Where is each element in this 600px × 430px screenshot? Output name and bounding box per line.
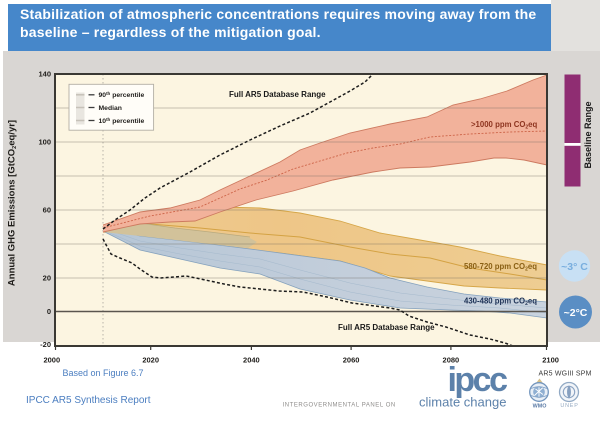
svg-text:430-480 ppm CO2eq: 430-480 ppm CO2eq (464, 297, 537, 308)
svg-text:IPCC AR5 Synthesis Report: IPCC AR5 Synthesis Report (26, 395, 151, 406)
svg-text:20: 20 (43, 274, 51, 283)
svg-text:climate change: climate change (419, 395, 506, 410)
svg-text:2000: 2000 (43, 356, 60, 365)
svg-text:2100: 2100 (542, 356, 559, 365)
svg-text:INTERGOVERNMENTAL PANEL ON: INTERGOVERNMENTAL PANEL ON (283, 403, 396, 409)
svg-text:Baseline Range: Baseline Range (583, 101, 593, 168)
svg-text:UNEP: UNEP (560, 403, 578, 409)
svg-text:2040: 2040 (243, 356, 260, 365)
svg-text:~3° C: ~3° C (561, 261, 588, 273)
svg-text:-20: -20 (40, 340, 51, 349)
svg-text:580-720 ppm CO2eq: 580-720 ppm CO2eq (464, 262, 537, 273)
svg-text:100: 100 (38, 138, 51, 147)
svg-text:10th percentile: 10th percentile (99, 117, 145, 125)
svg-text:WMO: WMO (533, 404, 547, 410)
svg-text:60: 60 (43, 206, 51, 215)
svg-text:90th percentile: 90th percentile (99, 91, 145, 99)
svg-text:ipcc: ipcc (447, 361, 507, 399)
svg-text:2020: 2020 (142, 356, 159, 365)
svg-text:Based on Figure 6.7: Based on Figure 6.7 (63, 368, 144, 378)
svg-text:>1000 ppm CO2eq: >1000 ppm CO2eq (471, 120, 538, 131)
svg-text:~2°C: ~2°C (564, 307, 588, 319)
svg-text:Full AR5 Database Range: Full AR5 Database Range (338, 323, 435, 332)
svg-text:2060: 2060 (343, 356, 360, 365)
svg-text:Annual GHG Emissions [GtCO2eq/: Annual GHG Emissions [GtCO2eq/yr] (7, 120, 19, 286)
svg-text:AR5 WGIII SPM: AR5 WGIII SPM (539, 371, 592, 378)
svg-text:Full AR5 Database Range: Full AR5 Database Range (229, 90, 326, 99)
svg-text:2080: 2080 (443, 356, 460, 365)
svg-text:140: 140 (38, 70, 51, 79)
svg-text:0: 0 (47, 307, 51, 316)
svg-text:Median: Median (99, 105, 122, 112)
